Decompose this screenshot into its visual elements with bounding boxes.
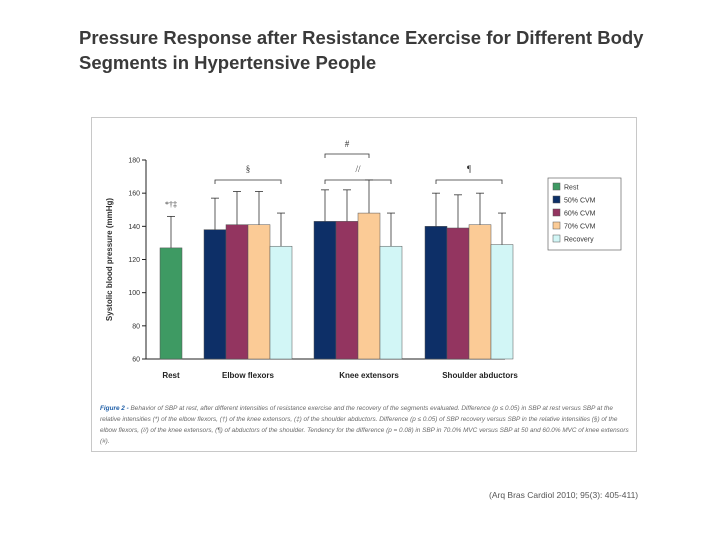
significance-marker: ¶ (467, 164, 471, 174)
bar (490, 244, 514, 360)
legend-swatch (552, 208, 561, 217)
legend-swatch (552, 221, 561, 230)
legend-label: 60% CVM (564, 211, 596, 218)
category-label: Shoulder abductors (442, 371, 518, 380)
significance-marker: § (246, 164, 251, 174)
bar (269, 245, 293, 360)
bar (468, 224, 492, 360)
legend-label: 50% CVM (564, 198, 596, 205)
bar (159, 247, 183, 360)
bar (247, 224, 271, 360)
significance-bracket (324, 179, 392, 184)
bar (335, 221, 359, 360)
y-tick-label: 140 (128, 224, 140, 231)
slide-title: Pressure Response after Resistance Exerc… (79, 25, 679, 75)
tendency-marker: # (345, 139, 350, 149)
bar (203, 229, 227, 360)
tendency-bracket (324, 153, 370, 158)
legend-label: Recovery (564, 237, 594, 244)
y-axis-label: Systolic blood pressure (mmHg) (105, 198, 114, 321)
bar (357, 212, 381, 360)
figure-caption: Figure 2 - Behavior of SBP at rest, afte… (100, 403, 630, 447)
legend-swatch (552, 182, 561, 191)
bar (379, 245, 403, 360)
citation: (Arq Bras Cardiol 2010; 95(3): 405-411) (489, 490, 639, 500)
slide-title-line-2: Segments in Hypertensive People (79, 52, 377, 73)
category-label: Knee extensors (339, 371, 399, 380)
legend-label: 70% CVM (564, 224, 596, 231)
bar (424, 226, 448, 360)
y-tick-label: 120 (128, 257, 140, 264)
y-tick-label: 160 (128, 191, 140, 198)
significance-bracket (435, 179, 503, 184)
bar (313, 221, 337, 360)
significance-bracket (214, 179, 282, 184)
figure-frame: 60 80 100 120 140 160 180 Systolic blood pressu… (91, 117, 637, 452)
significance-marker: // (355, 164, 361, 174)
legend-label: Rest (564, 185, 578, 192)
category-label: Elbow flexors (222, 371, 275, 380)
slide-title-line-1: Pressure Response after Resistance Exerc… (79, 27, 644, 48)
figure-caption-lead: Figure 2 - (100, 405, 131, 412)
bar-chart: 60 80 100 120 140 160 180 Systolic blood pressu… (105, 139, 622, 380)
y-tick-label: 80 (132, 323, 140, 330)
category-label: Rest (162, 371, 180, 380)
bar (225, 224, 249, 360)
legend-swatch (552, 195, 561, 204)
legend-swatch (552, 234, 561, 243)
y-tick-label: 60 (132, 357, 140, 364)
bar (446, 227, 470, 360)
significance-marker: *†‡ (165, 200, 177, 209)
y-tick-label: 100 (128, 290, 140, 297)
y-tick-label: 180 (128, 158, 140, 165)
figure-caption-text: Behavior of SBP at rest, after different… (100, 405, 629, 445)
